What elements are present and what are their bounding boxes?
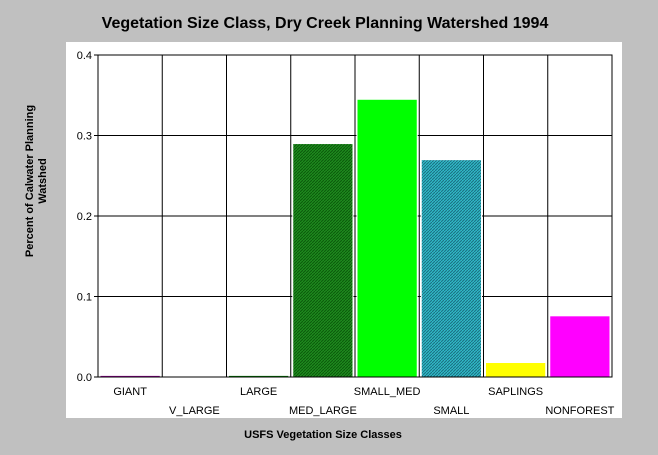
y-tick-label: 0.3 (77, 131, 92, 143)
bar-nonforest (549, 315, 611, 378)
bar-med-large (292, 143, 354, 378)
x-tick-label-med-large: MED_LARGE (289, 405, 357, 417)
bar-small-med (356, 98, 418, 378)
x-tick-label-nonforest: NONFOREST (545, 405, 614, 417)
plot-frame (97, 54, 613, 378)
y-tick-label: 0.0 (77, 372, 92, 384)
y-axis-title-line-1: Percent of Calwater Planning (24, 105, 36, 257)
y-tick-labels: 0.0 0.1 0.2 0.3 0.4 (77, 50, 92, 384)
bar-small (420, 159, 482, 378)
x-tick-label-small-med: SMALL_MED (354, 386, 421, 398)
x-tick-label-giant: GIANT (113, 386, 147, 398)
bar-saplings (485, 362, 547, 378)
x-tick-label-v-large: V_LARGE (169, 405, 220, 417)
x-tick-label-large: LARGE (240, 386, 277, 398)
y-tick-label: 0.4 (77, 50, 92, 62)
x-tick-label-saplings: SAPLINGS (488, 386, 543, 398)
bars (99, 98, 611, 378)
y-axis-title-line-2: Watshed (37, 158, 49, 203)
y-tick-label: 0.1 (77, 292, 92, 304)
y-tick-label: 0.2 (77, 211, 92, 223)
x-axis-title: USFS Vegetation Size Classes (244, 429, 402, 441)
x-tick-labels: GIANT V_LARGE LARGE MED_LARGE SMALL_MED SMALL… (113, 386, 614, 417)
chart-title: Vegetation Size Class, Dry Creek Plannin… (102, 15, 549, 32)
x-tick-label-small: SMALL (433, 405, 469, 417)
